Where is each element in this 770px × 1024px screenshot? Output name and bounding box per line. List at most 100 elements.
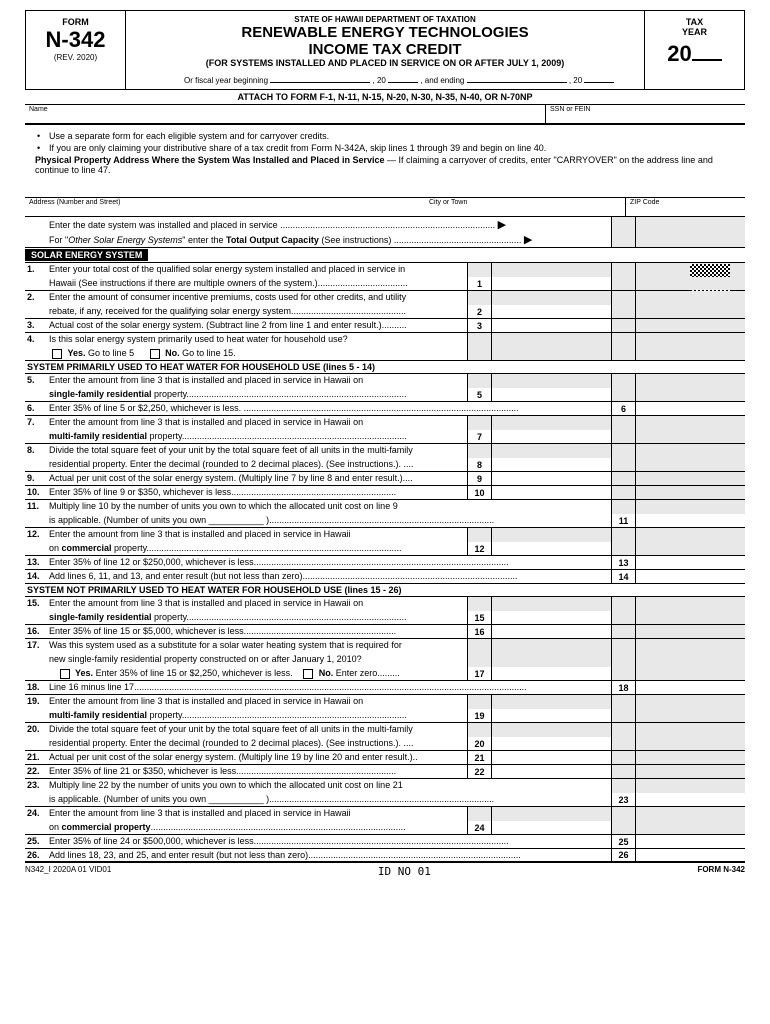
line-23b: is applicable. (Number of units you own … <box>25 793 745 807</box>
page-footer: N342_I 2020A 01 VID01 ID NO 01 FORM N-34… <box>25 863 745 880</box>
line4-no-checkbox[interactable] <box>150 349 160 359</box>
line-17c: Yes. Enter 35% of line 15 or $2,250, whi… <box>25 667 745 681</box>
line-5a: 5. Enter the amount from line 3 that is … <box>25 374 745 388</box>
line-8b: residential property. Enter the decimal … <box>25 458 745 472</box>
line-2a: 2. Enter the amount of consumer incentiv… <box>25 291 745 305</box>
instructions-block: Use a separate form for each eligible sy… <box>25 125 745 181</box>
line-15a: 15. Enter the amount from line 3 that is… <box>25 597 745 611</box>
fiscal-ending-input[interactable] <box>467 74 567 83</box>
line17-input[interactable] <box>491 667 611 680</box>
form-title-box: STATE OF HAWAII DEPARTMENT OF TAXATION R… <box>126 11 644 89</box>
instr-bullet-2: If you are only claiming your distributi… <box>35 143 735 153</box>
line-21: 21. Actual per unit cost of the solar en… <box>25 751 745 765</box>
line26-input[interactable] <box>635 849 745 861</box>
line16-input[interactable] <box>491 625 611 638</box>
title-line2: INCOME TAX CREDIT <box>134 41 636 58</box>
line-22: 22. Enter 35% of line 21 or $350, whiche… <box>25 765 745 779</box>
line-12b: on commercial property..................… <box>25 542 745 556</box>
line15-input[interactable] <box>491 611 611 624</box>
line-7a: 7. Enter the amount from line 3 that is … <box>25 416 745 430</box>
line-3: 3. Actual cost of the solar energy syste… <box>25 319 745 333</box>
fiscal-mid2: , 20 <box>569 76 582 85</box>
line11-input[interactable] <box>635 514 745 527</box>
fiscal-end: , and ending <box>420 76 464 85</box>
city-field[interactable]: City or Town <box>425 198 625 216</box>
line-11b: is applicable. (Number of units you own … <box>25 514 745 528</box>
fiscal-mid1: , 20 <box>373 76 386 85</box>
line-25: 25. Enter 35% of line 24 or $500,000, wh… <box>25 835 745 849</box>
line13-input[interactable] <box>635 556 745 569</box>
line-17a: 17. Was this system used as a substitute… <box>25 639 745 653</box>
footer-center: ID NO 01 <box>378 865 431 878</box>
line-14: 14. Add lines 6, 11, and 13, and enter r… <box>25 570 745 584</box>
line25-input[interactable] <box>635 835 745 848</box>
zip-field[interactable]: ZIP Code <box>625 198 745 216</box>
line-13: 13. Enter 35% of line 12 or $250,000, wh… <box>25 556 745 570</box>
intro-lines: Enter the date system was installed and … <box>25 217 745 248</box>
line7-input[interactable] <box>491 430 611 443</box>
line-24b: on commercial property..................… <box>25 821 745 835</box>
line-24a: 24. Enter the amount from line 3 that is… <box>25 807 745 821</box>
fiscal-year1-input[interactable] <box>388 74 418 83</box>
arrow-icon: ▶ <box>498 219 506 231</box>
address-row: Address (Number and Street) City or Town… <box>25 197 745 217</box>
subsection-5-14: SYSTEM PRIMARILY USED TO HEAT WATER FOR … <box>25 361 745 374</box>
fiscal-begin-input[interactable] <box>270 74 370 83</box>
line17-no-checkbox[interactable] <box>303 669 313 679</box>
line5-input[interactable] <box>491 388 611 401</box>
line-18: 18. Line 16 minus line 17...............… <box>25 681 745 695</box>
line1-input[interactable] <box>491 277 611 290</box>
line-10: 10. Enter 35% of line 9 or $350, whichev… <box>25 486 745 500</box>
line-20a: 20. Divide the total square feet of your… <box>25 723 745 737</box>
tax-year-box: TAX YEAR 20 <box>644 11 744 89</box>
form-revision: (REV. 2020) <box>38 53 113 62</box>
line-4b: Yes. Go to line 5 No. Go to line 15. <box>25 347 745 361</box>
line-26: 26. Add lines 18, 23, and 25, and enter … <box>25 849 745 863</box>
line14-input[interactable] <box>635 570 745 583</box>
line24-input[interactable] <box>491 821 611 834</box>
subsection-15-26: SYSTEM NOT PRIMARILY USED TO HEAT WATER … <box>25 584 745 597</box>
form-number: N-342 <box>38 27 113 53</box>
line18-input[interactable] <box>635 681 745 694</box>
line4-yes-checkbox[interactable] <box>52 349 62 359</box>
line9-input[interactable] <box>491 472 611 485</box>
line-23a: 23. Multiply line 22 by the number of un… <box>25 779 745 793</box>
year-input[interactable] <box>692 43 722 61</box>
form-label: FORM <box>38 17 113 27</box>
line2-input[interactable] <box>491 305 611 318</box>
line23-input[interactable] <box>635 793 745 806</box>
department: STATE OF HAWAII DEPARTMENT OF TAXATION <box>134 15 636 24</box>
line-8a: 8. Divide the total square feet of your … <box>25 444 745 458</box>
line-6: 6. Enter 35% of line 5 or $2,250, whiche… <box>25 402 745 416</box>
footer-right: FORM N-342 <box>697 865 745 878</box>
line-19b: multi-family residential property.......… <box>25 709 745 723</box>
line6-input[interactable] <box>635 402 745 415</box>
line21-input[interactable] <box>491 751 611 764</box>
title-line1: RENEWABLE ENERGY TECHNOLOGIES <box>134 24 636 41</box>
ssn-field[interactable]: SSN or FEIN <box>545 105 745 123</box>
line12-input[interactable] <box>491 542 611 555</box>
subtitle: (FOR SYSTEMS INSTALLED AND PLACED IN SER… <box>134 58 636 68</box>
line-7b: multi-family residential property.......… <box>25 430 745 444</box>
line10-input[interactable] <box>491 486 611 499</box>
attach-instruction: ATTACH TO FORM F-1, N-11, N-15, N-20, N-… <box>25 90 745 105</box>
line-1a: 1. Enter your total cost of the qualifie… <box>25 263 745 277</box>
line-11a: 11. Multiply line 10 by the number of un… <box>25 500 745 514</box>
line22-input[interactable] <box>491 765 611 778</box>
form-id-box: FORM N-342 (REV. 2020) <box>26 11 126 89</box>
line-1b: Hawaii (See instructions if there are mu… <box>25 277 745 291</box>
line-20b: residential property. Enter the decimal … <box>25 737 745 751</box>
line-9: 9. Actual per unit cost of the solar ene… <box>25 472 745 486</box>
footer-left: N342_I 2020A 01 VID01 <box>25 865 111 878</box>
name-field[interactable]: Name <box>25 105 545 123</box>
line20-input[interactable] <box>491 737 611 750</box>
line3-input[interactable] <box>491 319 611 332</box>
street-field[interactable]: Address (Number and Street) <box>25 198 425 216</box>
line17-yes-checkbox[interactable] <box>60 669 70 679</box>
line8-input[interactable] <box>491 458 611 471</box>
year-label: YEAR <box>653 27 736 37</box>
line19-input[interactable] <box>491 709 611 722</box>
fiscal-year2-input[interactable] <box>584 74 614 83</box>
line-12a: 12. Enter the amount from line 3 that is… <box>25 528 745 542</box>
fiscal-year-line: Or fiscal year beginning , 20 , and endi… <box>134 74 636 85</box>
